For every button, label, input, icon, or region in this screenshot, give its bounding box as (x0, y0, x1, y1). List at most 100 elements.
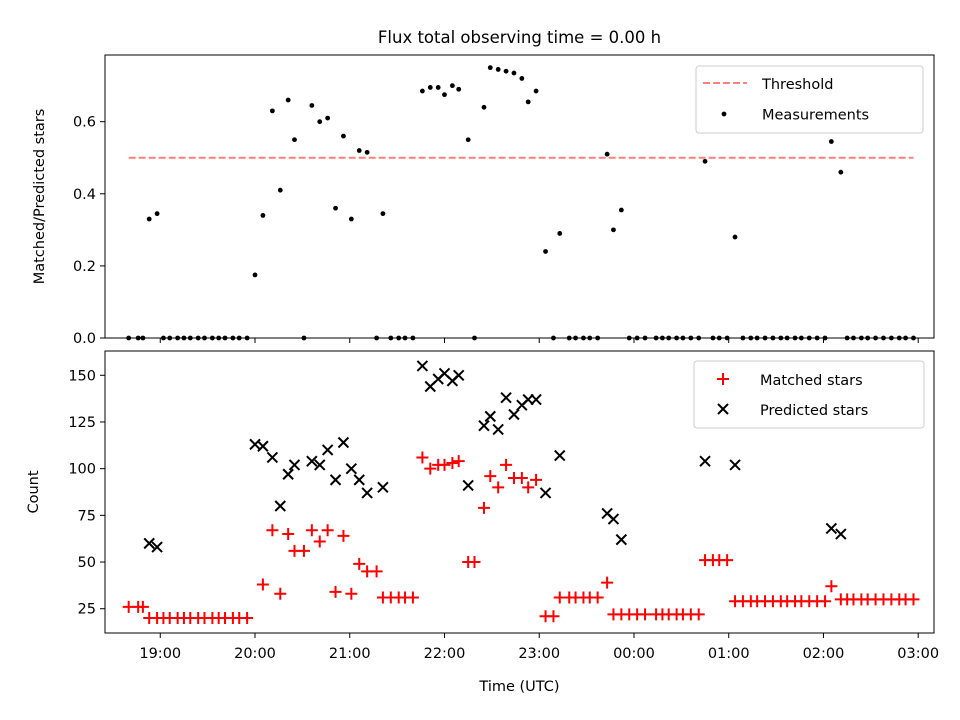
legend-matched-label: Matched stars (760, 373, 863, 389)
measurement-point (292, 137, 297, 143)
measurement-point (838, 169, 844, 175)
matched-star-marker (907, 593, 920, 606)
top-ytick-label: 0.2 (73, 259, 96, 275)
chart-title: Flux total observing time = 0.00 h (378, 28, 661, 47)
predicted-star-marker (492, 423, 504, 436)
legend-predicted-label: Predicted stars (760, 403, 868, 419)
xtick-label: 21:00 (329, 646, 371, 662)
matched-star-marker (329, 585, 342, 598)
matched-star-marker (500, 458, 513, 471)
measurement-point (435, 85, 441, 90)
predicted-star-marker (337, 436, 350, 449)
measurement-point (618, 207, 624, 213)
top-ytick-label: 0.0 (73, 331, 96, 347)
predicted-star-marker (361, 487, 373, 499)
measurement-point (325, 115, 331, 121)
matched-star-marker (136, 600, 149, 613)
matched-star-marker (297, 544, 310, 557)
measurement-point (309, 103, 315, 108)
measurement-point (732, 234, 738, 240)
legend-measurements-label: Measurements (762, 108, 869, 124)
measurement-point (427, 85, 433, 90)
measurement-point (285, 97, 291, 103)
matched-star-marker (416, 451, 429, 464)
matched-star-marker (266, 524, 279, 537)
top-legend-box (695, 65, 924, 134)
predicted-star-marker (539, 487, 552, 499)
measurement-point (341, 133, 346, 139)
measurement-point (154, 211, 160, 217)
x-axis-label: Time (UTC) (478, 679, 559, 695)
matched-star-marker (547, 610, 560, 623)
predicted-star-marker (500, 391, 512, 404)
predicted-star-marker (274, 500, 286, 512)
matched-star-marker (515, 471, 528, 484)
measurement-point (442, 92, 447, 98)
measurement-point (465, 137, 471, 143)
measurement-point (525, 99, 531, 105)
matched-star-marker (256, 578, 269, 591)
matched-star-marker (274, 587, 287, 600)
bottom-ytick-label: 125 (68, 415, 96, 431)
predicted-star-marker (452, 369, 465, 381)
top-x-axis-ticks (159, 338, 919, 343)
predicted-star-marker (554, 449, 566, 462)
measurement-point (519, 76, 525, 81)
matched-star-marker (468, 556, 481, 569)
matched-star-marker (477, 501, 490, 514)
top-y-axis-label: Matched/Predicted stars (32, 109, 48, 285)
measurement-point (348, 216, 354, 222)
matched-star-marker (601, 576, 614, 589)
bottom-ytick-label: 50 (78, 555, 96, 571)
matched-star-marker (819, 595, 832, 608)
predicted-star-marker (353, 474, 365, 486)
predicted-star-marker (257, 440, 269, 452)
predicted-star-marker (266, 451, 279, 464)
top-y-axis-ticks: 0.0 0.2 0.4 0.6 (73, 115, 105, 347)
matched-star-marker (492, 481, 505, 494)
xtick-label: 23:00 (518, 646, 560, 662)
predicted-star-marker (825, 522, 838, 535)
xtick-label: 20:00 (234, 646, 276, 662)
predicted-star-marker (462, 479, 474, 492)
matched-star-marker (446, 457, 459, 470)
xtick-label: 01:00 (708, 646, 750, 662)
legend-measurements-swatch (721, 111, 727, 117)
measurement-point (317, 119, 323, 125)
bottom-x-axis-ticks: 19:00 20:00 21:00 22:00 23:00 00:00 01:00 02:00… (139, 633, 939, 662)
matched-star-marker (591, 591, 604, 604)
measurement-point (611, 227, 616, 233)
predicted-star-marker (314, 459, 326, 471)
measurement-point (503, 68, 509, 74)
matched-star-marker (438, 458, 451, 471)
top-legend: Threshold Measurements (695, 65, 924, 134)
measurement-point (702, 158, 708, 164)
measurement-point (511, 70, 517, 76)
bottom-y-axis-label: Count (26, 470, 42, 513)
predicted-markers-layer (143, 360, 847, 553)
matched-star-marker (692, 608, 705, 621)
matched-star-marker (370, 565, 383, 578)
matched-star-marker (282, 528, 295, 541)
predicted-star-marker (835, 528, 847, 540)
measurement-point (260, 213, 266, 218)
bottom-panel: 25 50 75 100 125 150 19:00 20:00 21:00 22:00 23:0… (26, 350, 939, 695)
top-ytick-label: 0.4 (73, 187, 96, 203)
matched-star-marker (321, 524, 334, 537)
bottom-ytick-label: 25 (78, 602, 96, 618)
xtick-label: 00:00 (613, 646, 655, 662)
top-panel: 0.0 0.2 0.4 0.6 Matched/Predicted stars Thr… (32, 54, 935, 347)
measurement-point (456, 86, 462, 92)
predicted-star-marker (530, 393, 542, 406)
bottom-ytick-label: 150 (68, 368, 96, 384)
measurement-point (828, 139, 834, 144)
measurement-point (364, 149, 370, 155)
predicted-star-marker (607, 513, 620, 525)
matched-star-marker (353, 557, 366, 570)
matched-star-marker (406, 591, 419, 604)
predicted-star-marker (699, 455, 711, 467)
matched-star-marker (313, 535, 326, 548)
measurement-point (146, 216, 152, 222)
predicted-star-marker (478, 419, 490, 432)
